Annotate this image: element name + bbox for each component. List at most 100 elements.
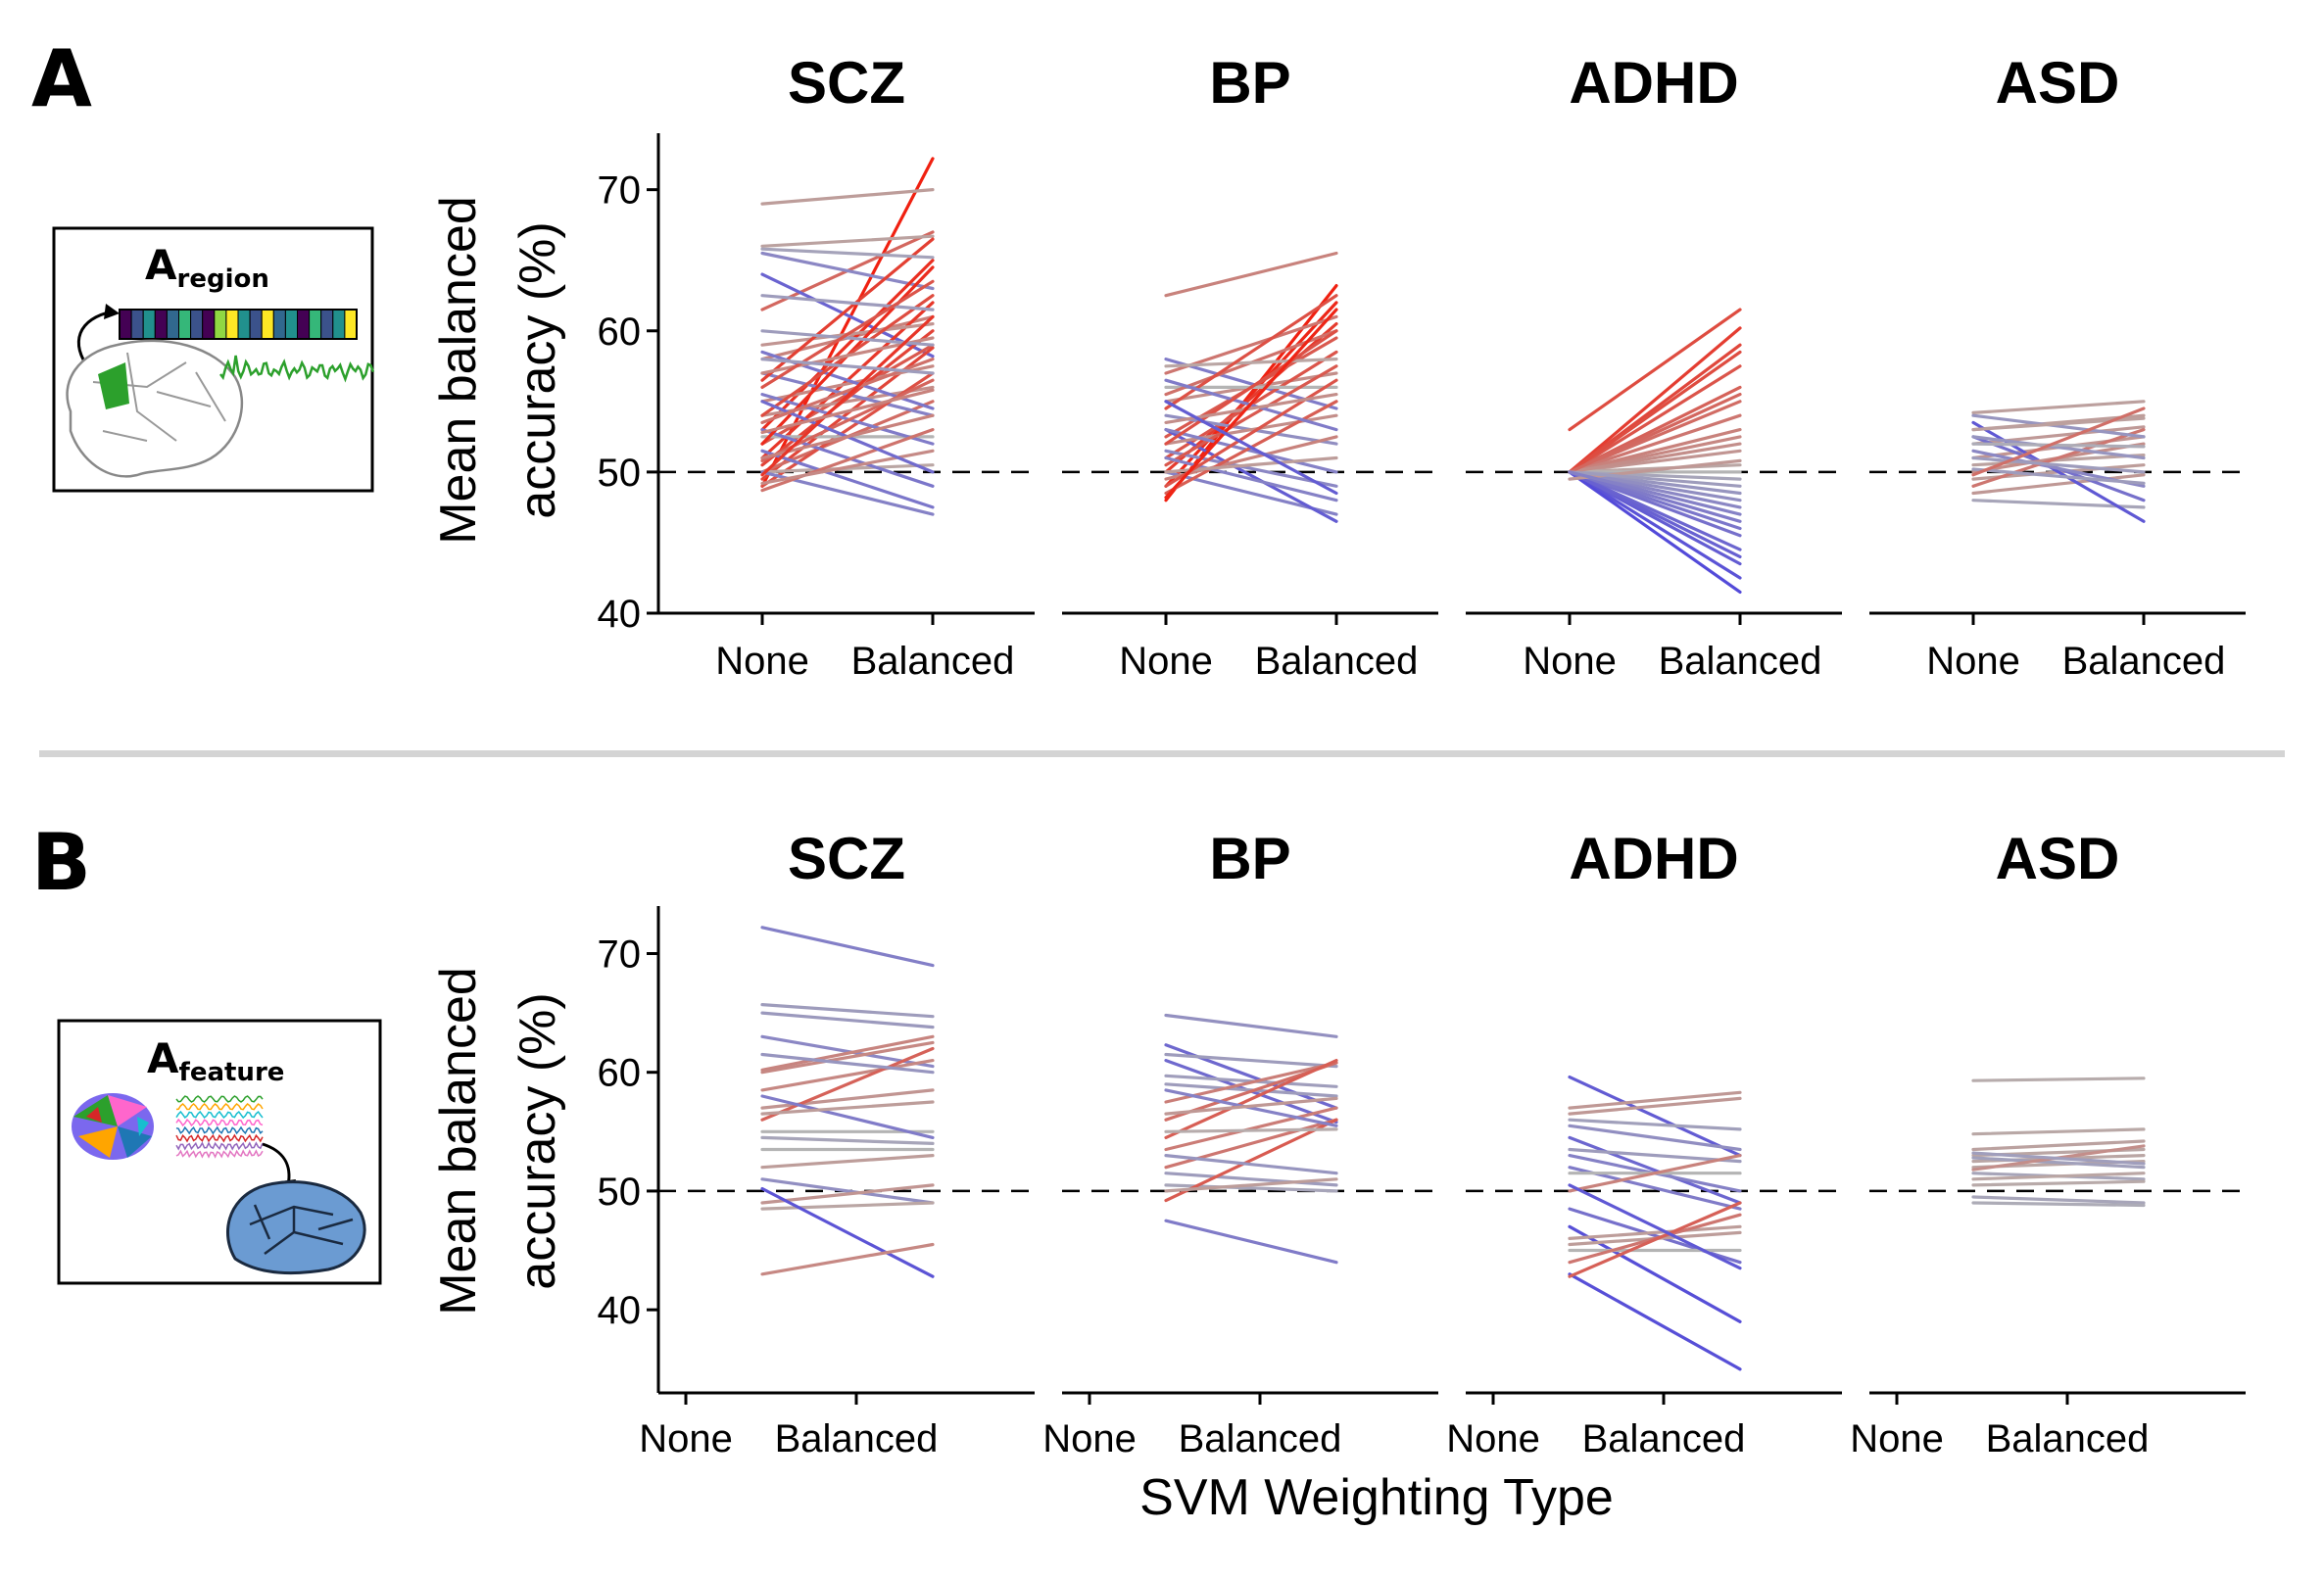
region-line	[1971, 1139, 2146, 1152]
signal-trace	[175, 1110, 264, 1120]
signal-trace	[175, 1102, 264, 1111]
region-line	[1164, 1219, 1338, 1265]
region-line	[1568, 470, 1742, 488]
region-line	[760, 247, 935, 260]
facet-adhd: ADHD None Balanced	[1466, 50, 1842, 683]
facet-title: ASD	[1996, 826, 2120, 891]
y-tick-label: 70	[598, 169, 642, 213]
region-line	[1164, 329, 1338, 446]
x-tick-label: Balanced	[1582, 1417, 1746, 1460]
region-line	[1971, 1201, 2146, 1208]
region-line	[1164, 428, 1338, 523]
parcellation-brain-icon	[72, 1093, 154, 1160]
region-line	[1568, 326, 1742, 474]
region-line	[1568, 470, 1742, 580]
x-tick-label: Balanced	[1255, 640, 1419, 683]
region-line	[1971, 1151, 2146, 1166]
x-tick-label: None	[1042, 1417, 1137, 1460]
region-line	[760, 1002, 935, 1019]
region-line	[1164, 449, 1338, 488]
x-tick-label: Balanced	[2062, 640, 2226, 683]
region-line	[1164, 1058, 1338, 1140]
panel-letter-a: A	[31, 33, 92, 124]
x-tick-label: None	[1446, 1417, 1540, 1460]
y-tick-label: 60	[598, 1052, 642, 1095]
region-line	[1164, 364, 1338, 467]
facet-title: ADHD	[1569, 826, 1738, 891]
panel-separator	[39, 750, 2285, 757]
region-line	[1164, 428, 1338, 474]
region-line	[1568, 1183, 1742, 1270]
region-line	[760, 449, 935, 509]
region-line	[1568, 458, 1742, 481]
region-line	[1568, 470, 1742, 595]
region-line	[760, 1186, 935, 1278]
svg-text:Afeature: Afeature	[147, 1034, 284, 1087]
x-axis-title: SVM Weighting Type	[1139, 1469, 1614, 1526]
region-line	[1568, 470, 1742, 516]
region-line	[760, 188, 935, 206]
region-line	[1971, 1077, 2146, 1082]
region-line	[1971, 1127, 2146, 1136]
signal-trace	[175, 1125, 264, 1135]
icon-a-title-main: A	[145, 241, 177, 289]
icon-a-title-sub: region	[177, 264, 269, 294]
facet-scz: SCZ None Balanced	[639, 826, 1035, 1460]
region-line	[1568, 428, 1742, 474]
region-line	[1568, 1075, 1742, 1158]
region-line	[760, 1183, 935, 1205]
panel-a-ylabel-line2: accuracy (%)	[509, 221, 566, 518]
region-line	[1568, 1118, 1742, 1131]
y-tick-label: 50	[598, 452, 642, 495]
facet-adhd: ADHD None Balanced	[1446, 826, 1842, 1460]
region-line	[1568, 364, 1742, 474]
region-line	[760, 1094, 935, 1140]
brain-feature-map-icon: Afeature	[57, 1019, 382, 1285]
x-tick-label: Balanced	[851, 640, 1015, 683]
region-line	[1971, 455, 2146, 474]
region-line	[760, 449, 935, 485]
region-line	[1971, 442, 2146, 449]
x-tick-label: Balanced	[1179, 1417, 1342, 1460]
region-line	[1568, 1153, 1742, 1193]
viridis-feature-bar	[119, 309, 358, 340]
region-line	[1971, 435, 2146, 460]
signal-trace	[175, 1095, 264, 1103]
y-tick-label: 50	[598, 1171, 642, 1214]
region-line	[760, 1153, 935, 1170]
region-line	[1971, 467, 2146, 485]
region-line	[1164, 1096, 1338, 1116]
region-line	[1568, 470, 1742, 559]
region-line	[1971, 1172, 2146, 1181]
panel-b-ylabel-line2: accuracy (%)	[509, 992, 566, 1289]
region-line	[1164, 435, 1338, 481]
facet-title: SCZ	[788, 50, 905, 116]
region-line	[1568, 393, 1742, 474]
region-line	[1568, 1135, 1742, 1205]
facet-title: BP	[1209, 50, 1290, 116]
region-line	[760, 234, 935, 248]
region-line	[1164, 1153, 1338, 1175]
icon-b-title-main: A	[147, 1034, 179, 1082]
region-line	[1164, 400, 1338, 496]
region-line	[760, 1100, 935, 1116]
region-line	[760, 314, 935, 477]
svg-text:Aregion: Aregion	[145, 241, 269, 294]
signal-trace	[175, 1141, 264, 1151]
panel-b-ylabel-line1: Mean balanced	[430, 967, 487, 1316]
region-line	[760, 1135, 935, 1146]
facet-asd: ASD None Balanced	[1869, 50, 2246, 683]
x-tick-label: Balanced	[1986, 1417, 2150, 1460]
region-line	[1568, 1096, 1742, 1116]
x-tick-label: None	[1926, 640, 2020, 683]
facet-scz: SCZ None Balanced	[658, 50, 1035, 683]
y-tick-label: 40	[598, 593, 642, 636]
x-tick-label: Balanced	[775, 1417, 939, 1460]
region-line	[760, 279, 935, 389]
region-line	[1164, 1013, 1338, 1038]
region-line	[760, 1201, 935, 1211]
region-line	[1568, 413, 1742, 474]
region-line	[760, 926, 935, 968]
